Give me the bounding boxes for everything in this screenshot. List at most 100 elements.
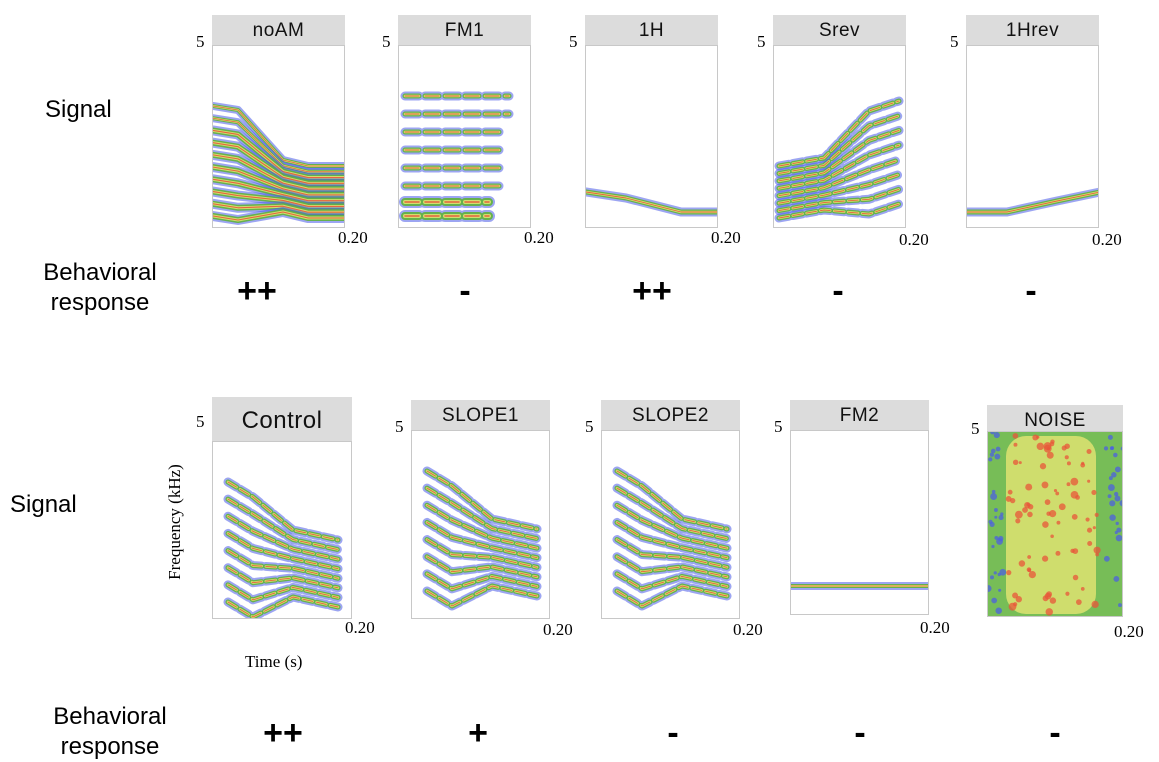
spectrogram-plot bbox=[411, 430, 550, 619]
spectrogram-plot bbox=[790, 430, 929, 615]
harmonic-band bbox=[213, 174, 344, 206]
noise-speck bbox=[1075, 599, 1082, 606]
call-harmonic bbox=[774, 96, 904, 171]
noise-edge-speck bbox=[1114, 466, 1121, 473]
signal-label-row2: Signal bbox=[10, 491, 77, 518]
noise-speck bbox=[1036, 442, 1045, 451]
call-harmonic bbox=[223, 546, 343, 583]
behavioral-response-value: ++ bbox=[237, 272, 277, 310]
noise-edge-speck bbox=[988, 585, 992, 593]
harmonic-band bbox=[213, 198, 344, 218]
spectrogram-plot bbox=[987, 431, 1123, 617]
noise-edge-speck bbox=[989, 521, 995, 527]
noise-edge-speck bbox=[1116, 527, 1122, 533]
behavioral-response-value: ++ bbox=[632, 272, 672, 310]
x-max-label: 0.20 bbox=[1114, 622, 1144, 641]
noise-edge-speck bbox=[991, 544, 995, 549]
noise-edge-speck bbox=[1115, 521, 1119, 526]
noise-edge-speck bbox=[998, 588, 1002, 592]
call-harmonic bbox=[223, 592, 343, 618]
noise-speck bbox=[1013, 602, 1018, 607]
noise-edge-speck bbox=[991, 489, 996, 494]
noise-speck bbox=[1091, 489, 1097, 496]
noise-edge-speck bbox=[1114, 530, 1118, 535]
y-max-label: 5 bbox=[950, 32, 959, 51]
noise-speck bbox=[1070, 491, 1079, 499]
call-harmonic bbox=[223, 511, 343, 564]
noise-speck bbox=[1028, 570, 1036, 579]
call-harmonic bbox=[612, 569, 732, 594]
noise-speck bbox=[1049, 597, 1057, 604]
behavioral-response-value: - bbox=[1025, 272, 1037, 310]
behavior-label-row2-text: Behavioral response bbox=[53, 703, 167, 760]
call-harmonic bbox=[422, 500, 542, 553]
noise-edge-speck bbox=[1103, 555, 1110, 562]
noise-speck bbox=[1087, 540, 1093, 546]
call-harmonic bbox=[223, 494, 343, 555]
noise-speck bbox=[1058, 503, 1066, 511]
call-harmonic bbox=[223, 580, 343, 605]
panel-title: SLOPE1 bbox=[411, 400, 550, 430]
noise-speck bbox=[1026, 502, 1030, 507]
harmonic-band bbox=[213, 186, 344, 212]
noise-edge-speck bbox=[999, 568, 1007, 576]
noise-speck bbox=[1006, 570, 1012, 576]
call-harmonic bbox=[612, 552, 732, 582]
spectrogram-single-up bbox=[967, 187, 1098, 217]
noise-speck bbox=[1015, 518, 1021, 524]
noise-speck bbox=[1012, 592, 1019, 599]
call-harmonic bbox=[774, 111, 904, 178]
noise-edge-speck bbox=[1113, 452, 1118, 458]
panel-title: Srev bbox=[773, 15, 906, 45]
call-harmonic bbox=[422, 466, 542, 534]
call-harmonic bbox=[612, 466, 732, 534]
noise-speck bbox=[1018, 461, 1022, 465]
noise-speck bbox=[1080, 586, 1085, 591]
x-max-label: 0.20 bbox=[733, 620, 763, 639]
noise-speck bbox=[1039, 463, 1047, 470]
noise-edge-speck bbox=[994, 515, 998, 519]
noise-edge-speck bbox=[1108, 484, 1115, 491]
call-harmonic bbox=[774, 140, 904, 193]
noise-edge-speck bbox=[1107, 494, 1112, 499]
spectrogram-noise bbox=[988, 432, 1122, 616]
noise-speck bbox=[1044, 499, 1051, 506]
x-axis-label: Time (s) bbox=[245, 652, 303, 671]
y-max-label: 5 bbox=[971, 419, 980, 438]
behavioral-response-value: - bbox=[459, 272, 471, 310]
call-harmonic bbox=[612, 581, 732, 611]
single-harmonic bbox=[586, 187, 717, 217]
noise-speck bbox=[1064, 455, 1069, 460]
single-harmonic bbox=[967, 187, 1098, 217]
noise-speck bbox=[1092, 526, 1096, 530]
noise-speck bbox=[1056, 520, 1061, 525]
harmonic-band bbox=[213, 102, 344, 170]
x-max-label: 0.20 bbox=[345, 618, 375, 637]
noise-speck bbox=[1042, 521, 1049, 528]
noise-edge-speck bbox=[989, 452, 995, 457]
noise-speck bbox=[1018, 560, 1026, 567]
noise-speck bbox=[1007, 489, 1013, 495]
noise-edge-speck bbox=[1113, 576, 1120, 582]
noise-speck bbox=[1012, 433, 1019, 439]
noise-edge-speck bbox=[1118, 603, 1122, 608]
noise-edge-speck bbox=[994, 535, 999, 540]
call-harmonic bbox=[774, 170, 904, 208]
noise-speck bbox=[1026, 567, 1032, 572]
x-max-label: 0.20 bbox=[1092, 230, 1122, 249]
spectrogram-flat bbox=[791, 582, 928, 590]
panel-title: NOISE bbox=[987, 405, 1123, 435]
noise-speck bbox=[1055, 550, 1061, 556]
call-harmonic bbox=[612, 535, 732, 572]
panel-title: 1H bbox=[585, 15, 718, 45]
behavioral-response-value: + bbox=[468, 714, 488, 752]
noise-speck bbox=[1095, 552, 1100, 557]
noise-speck bbox=[1014, 510, 1023, 519]
y-max-label: 5 bbox=[196, 32, 205, 51]
noise-speck bbox=[1093, 546, 1101, 554]
y-max-label: 5 bbox=[774, 417, 783, 436]
call-harmonic bbox=[774, 155, 904, 201]
noise-speck bbox=[1041, 481, 1049, 489]
behavior-label-row2: Behavioral response bbox=[30, 702, 190, 762]
behavior-label-row1-text: Behavioral response bbox=[43, 259, 157, 316]
